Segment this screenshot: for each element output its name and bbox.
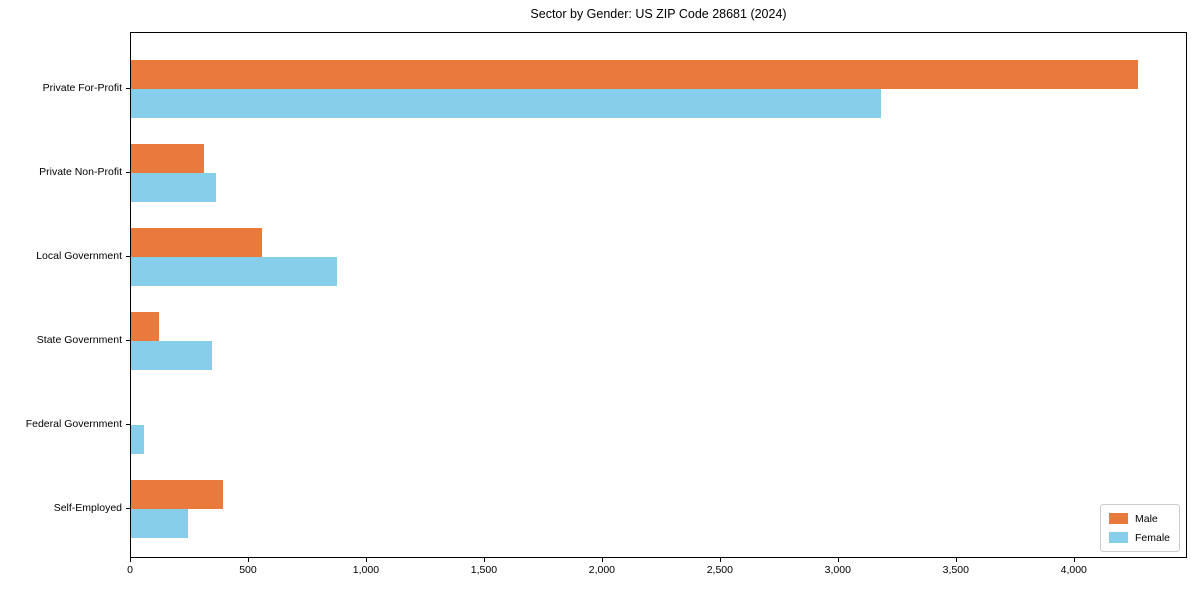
ytick-mark: [126, 508, 130, 509]
bar-male-private-non-profit: [131, 144, 205, 173]
xtick-mark: [837, 558, 839, 562]
bar-female-federal-government: [131, 425, 144, 454]
xtick-label-500: 500: [239, 564, 257, 576]
legend-label-male: Male: [1134, 512, 1158, 525]
legend-label-female: Female: [1134, 531, 1170, 544]
bar-male-local-government: [131, 228, 262, 257]
xtick-mark: [601, 558, 603, 562]
legend-swatch-female: [1108, 532, 1128, 543]
xtick-mark: [365, 558, 367, 562]
ytick-label-state-government: State Government: [36, 334, 122, 346]
xtick-mark: [247, 558, 249, 562]
xtick-mark: [483, 558, 485, 562]
ytick-label-private-non-profit: Private Non-Profit: [39, 166, 122, 178]
ytick-label-federal-government: Federal Government: [25, 418, 122, 430]
ytick-mark: [126, 88, 130, 89]
bar-male-self-employed: [131, 480, 224, 509]
xtick-mark: [130, 558, 131, 562]
xtick-label-2500: 2,500: [706, 564, 733, 576]
xtick-label-3000: 3,000: [824, 564, 851, 576]
ytick-mark: [126, 424, 130, 425]
ytick-label-local-government: Local Government: [36, 250, 122, 262]
ytick-mark: [126, 340, 130, 341]
xtick-mark: [955, 558, 957, 562]
xtick-mark: [1073, 558, 1075, 562]
legend-entry-female: Female: [1108, 530, 1170, 545]
bar-female-private-non-profit: [131, 173, 216, 202]
ytick-mark: [126, 172, 130, 173]
bar-female-private-for-profit: [131, 89, 882, 118]
plot-area: Male Female: [130, 32, 1187, 558]
bar-female-self-employed: [131, 509, 188, 538]
xtick-label-2000: 2,000: [588, 564, 616, 576]
bar-female-local-government: [131, 257, 338, 286]
legend: Male Female: [1099, 504, 1180, 552]
bar-female-state-government: [131, 341, 213, 370]
legend-entry-male: Male: [1108, 511, 1170, 526]
xtick-label-4000: 4,000: [1060, 564, 1087, 576]
ytick-mark: [126, 256, 130, 257]
xtick-mark: [719, 558, 721, 562]
ytick-label-self-employed: Self-Employed: [53, 502, 122, 514]
xtick-label-3500: 3,500: [942, 564, 969, 576]
bar-male-private-for-profit: [131, 60, 1138, 89]
ytick-label-private-for-profit: Private For-Profit: [42, 82, 122, 94]
xtick-label-1000: 1,000: [352, 564, 380, 576]
xtick-label-1500: 1,500: [470, 564, 498, 576]
chart-title: Sector by Gender: US ZIP Code 28681 (202…: [530, 7, 787, 21]
xtick-label-0: 0: [127, 564, 133, 576]
bar-male-state-government: [131, 312, 160, 341]
legend-swatch-male: [1108, 513, 1128, 524]
